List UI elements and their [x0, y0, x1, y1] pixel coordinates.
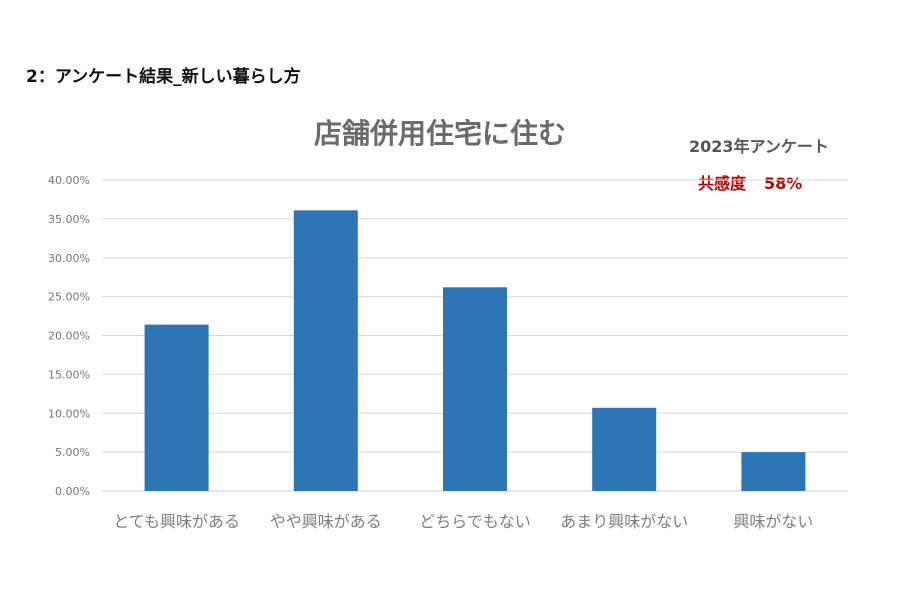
chart-title: 店舗併用住宅に住む [313, 117, 566, 150]
y-tick-label: 35.00% [48, 213, 90, 226]
y-tick-label: 10.00% [48, 407, 90, 420]
bar [293, 210, 358, 491]
y-tick-label: 20.00% [48, 330, 90, 343]
category-labels: とても興味がある やや興味がある どちらでもない あまり興味がない 興味がない [113, 512, 813, 531]
category-label: あまり興味がない [560, 512, 688, 531]
y-tick-label: 25.00% [48, 291, 90, 304]
y-tick-label: 5.00% [55, 446, 90, 459]
bar [592, 407, 657, 491]
category-label: 興味がない [733, 512, 813, 531]
y-axis-ticks: 0.00% 5.00% 10.00% 15.00% 20.00% 25.00% 30.00%… [48, 174, 90, 498]
page-heading: 2：アンケート結果_新しい暮らし方 [26, 67, 301, 87]
bar [443, 287, 507, 491]
bar [741, 452, 806, 491]
bar [144, 324, 209, 491]
category-label: やや興味がある [270, 512, 382, 531]
y-tick-label: 15.00% [48, 368, 90, 381]
category-label: とても興味がある [113, 512, 240, 531]
y-tick-label: 40.00% [48, 174, 90, 187]
empathy-annotation: 共感度 58% [698, 170, 802, 194]
y-tick-label: 0.00% [55, 485, 90, 498]
y-tick-label: 30.00% [48, 252, 90, 265]
empathy-value: 58% [764, 174, 803, 193]
category-label: どちらでもない [419, 512, 531, 531]
empathy-label: 共感度 [698, 174, 747, 193]
survey-year-label: 2023年アンケート [689, 137, 829, 156]
bars [144, 210, 806, 491]
